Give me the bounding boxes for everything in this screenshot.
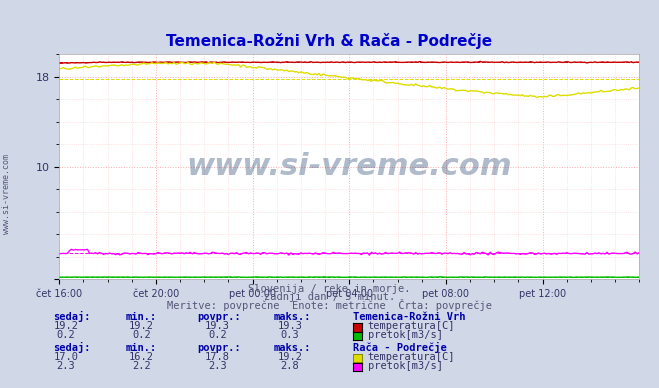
Text: sedaj:: sedaj:: [53, 342, 90, 353]
Text: maks.:: maks.:: [273, 312, 311, 322]
Text: www.si-vreme.com: www.si-vreme.com: [2, 154, 11, 234]
Text: 2.8: 2.8: [281, 360, 299, 371]
Text: temperatura[C]: temperatura[C]: [368, 352, 455, 362]
Text: 19.2: 19.2: [277, 352, 302, 362]
Text: 19.3: 19.3: [205, 321, 230, 331]
Text: maks.:: maks.:: [273, 343, 311, 353]
Text: povpr.:: povpr.:: [198, 312, 241, 322]
Text: 19.2: 19.2: [53, 321, 78, 331]
Text: 0.2: 0.2: [132, 329, 151, 340]
Text: 19.2: 19.2: [129, 321, 154, 331]
Text: temperatura[C]: temperatura[C]: [368, 321, 455, 331]
Text: Slovenija / reke in morje.: Slovenija / reke in morje.: [248, 284, 411, 294]
Text: Temenica-Rožni Vrh & Rača - Podrečje: Temenica-Rožni Vrh & Rača - Podrečje: [167, 33, 492, 49]
Text: 0.2: 0.2: [208, 329, 227, 340]
Text: zadnji dan / 5 minut.: zadnji dan / 5 minut.: [264, 292, 395, 302]
Text: pretok[m3/s]: pretok[m3/s]: [368, 360, 443, 371]
Text: 2.3: 2.3: [208, 360, 227, 371]
Text: 16.2: 16.2: [129, 352, 154, 362]
Text: 2.2: 2.2: [132, 360, 151, 371]
Text: Rača - Podrečje: Rača - Podrečje: [353, 342, 446, 353]
Text: pretok[m3/s]: pretok[m3/s]: [368, 329, 443, 340]
Text: 17.0: 17.0: [53, 352, 78, 362]
Text: 2.3: 2.3: [57, 360, 75, 371]
Text: sedaj:: sedaj:: [53, 311, 90, 322]
Text: 0.3: 0.3: [281, 329, 299, 340]
Text: min.:: min.:: [125, 312, 156, 322]
Text: 0.2: 0.2: [57, 329, 75, 340]
Text: 19.3: 19.3: [277, 321, 302, 331]
Text: Temenica-Rožni Vrh: Temenica-Rožni Vrh: [353, 312, 465, 322]
Text: povpr.:: povpr.:: [198, 343, 241, 353]
Text: Meritve: povprečne  Enote: metrične  Črta: povprečje: Meritve: povprečne Enote: metrične Črta:…: [167, 299, 492, 310]
Text: 17.8: 17.8: [205, 352, 230, 362]
Text: www.si-vreme.com: www.si-vreme.com: [186, 152, 512, 181]
Text: min.:: min.:: [125, 343, 156, 353]
